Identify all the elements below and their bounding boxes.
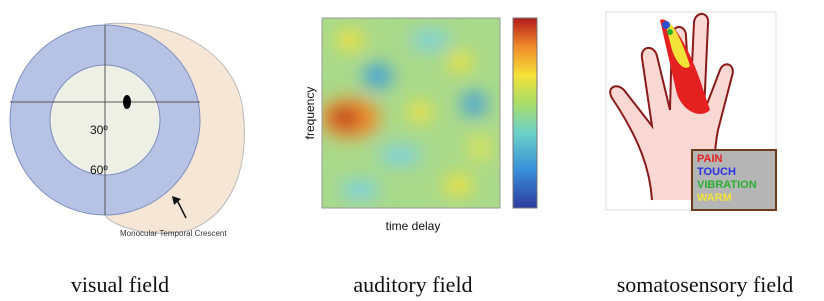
x-label: time delay — [386, 219, 441, 233]
outer-label: 60º — [90, 163, 108, 177]
caption: auditory field — [353, 272, 472, 297]
vibration-area — [667, 29, 673, 35]
auditory-field-panel: frequency time delay auditory field — [303, 18, 537, 297]
legend-item: VIBRATION — [697, 179, 757, 191]
caption: somatosensory field — [617, 272, 794, 297]
visual-field-panel: 30º 60º Monocular Temporal Crescent visu… — [10, 8, 252, 297]
colorbar — [513, 18, 537, 208]
legend-item: PAIN — [697, 153, 723, 165]
legend-item: TOUCH — [697, 166, 736, 178]
y-label: frequency — [303, 87, 317, 140]
somatosensory-field-panel: PAIN TOUCH VIBRATION WARM somatosensory … — [606, 12, 793, 297]
legend-item: WARM — [697, 192, 732, 204]
touch-area — [662, 21, 670, 29]
caption: visual field — [71, 272, 169, 297]
figure: 30º 60º Monocular Temporal Crescent visu… — [0, 0, 824, 301]
annotation: Monocular Temporal Crescent — [120, 229, 227, 238]
inner-label: 30º — [90, 123, 108, 137]
blind-spot — [123, 95, 131, 109]
